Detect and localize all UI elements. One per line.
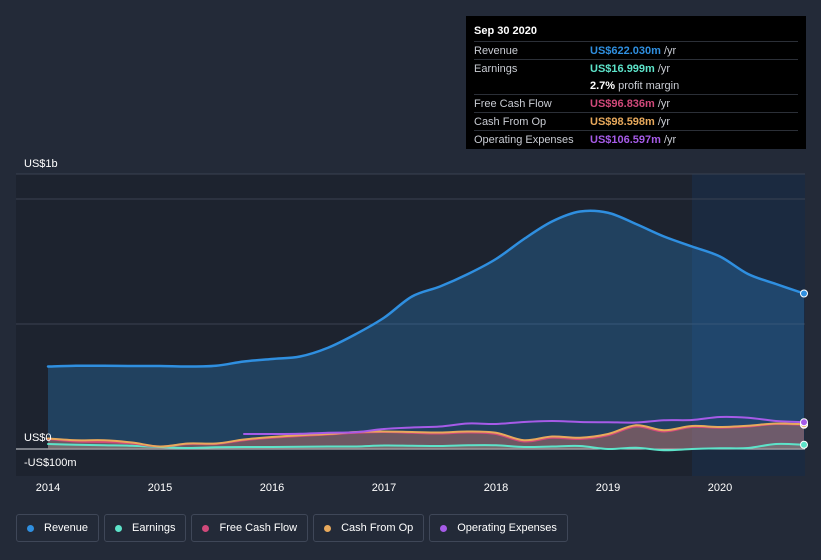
legend-label: Operating Expenses [457, 522, 557, 534]
tooltip-unit: /yr [664, 134, 676, 146]
end-marker-operating-expenses [801, 419, 808, 426]
tooltip-value: US$16.999m [590, 63, 655, 75]
x-tick-label: 2020 [708, 482, 732, 494]
tooltip-row-revenue: Revenue US$622.030m /yr [474, 41, 798, 59]
end-marker-revenue [801, 290, 808, 297]
legend-label: Cash From Op [341, 522, 413, 534]
y-label-bottom: -US$100m [24, 457, 77, 469]
legend-item-revenue[interactable]: Revenue [16, 514, 99, 542]
tooltip-unit: /yr [664, 45, 676, 57]
tooltip-label: Revenue [474, 45, 590, 57]
tooltip-unit: /yr [658, 63, 670, 75]
legend-dot-icon [27, 525, 34, 532]
legend-dot-icon [202, 525, 209, 532]
tooltip-label: Operating Expenses [474, 134, 590, 146]
x-tick-label: 2016 [260, 482, 284, 494]
tooltip-row-profit-margin: 2.7% profit margin [474, 77, 798, 94]
tooltip-value: US$622.030m [590, 45, 661, 57]
tooltip-value: 2.7% [590, 80, 615, 92]
legend-dot-icon [324, 525, 331, 532]
y-label-zero: US$0 [24, 432, 52, 444]
tooltip-date: Sep 30 2020 [474, 24, 798, 38]
legend-item-cash-from-op[interactable]: Cash From Op [313, 514, 424, 542]
tooltip-label: Cash From Op [474, 116, 590, 128]
legend-label: Earnings [132, 522, 175, 534]
tooltip-unit: /yr [658, 98, 670, 110]
tooltip-label: Free Cash Flow [474, 98, 590, 110]
tooltip-unit: profit margin [618, 80, 679, 92]
legend-label: Revenue [44, 522, 88, 534]
end-marker-earnings [801, 441, 808, 448]
tooltip-row-cash-from-op: Cash From Op US$98.598m /yr [474, 112, 798, 130]
x-tick-label: 2017 [372, 482, 396, 494]
tooltip-row-free-cash-flow: Free Cash Flow US$96.836m /yr [474, 94, 798, 112]
x-tick-label: 2015 [148, 482, 172, 494]
legend: Revenue Earnings Free Cash Flow Cash Fro… [16, 514, 568, 542]
legend-item-earnings[interactable]: Earnings [104, 514, 186, 542]
legend-item-operating-expenses[interactable]: Operating Expenses [429, 514, 568, 542]
x-tick-label: 2018 [484, 482, 508, 494]
legend-item-free-cash-flow[interactable]: Free Cash Flow [191, 514, 308, 542]
tooltip: Sep 30 2020 Revenue US$622.030m /yr Earn… [466, 16, 806, 149]
legend-dot-icon [115, 525, 122, 532]
x-axis-ticks: 2014 2015 2016 2017 2018 2019 2020 [36, 482, 732, 494]
tooltip-unit: /yr [658, 116, 670, 128]
tooltip-value: US$98.598m [590, 116, 655, 128]
x-tick-label: 2014 [36, 482, 60, 494]
tooltip-value: US$106.597m [590, 134, 661, 146]
x-tick-label: 2019 [596, 482, 620, 494]
y-label-top: US$1b [24, 158, 58, 170]
tooltip-value: US$96.836m [590, 98, 655, 110]
legend-label: Free Cash Flow [219, 522, 297, 534]
legend-dot-icon [440, 525, 447, 532]
tooltip-row-operating-expenses: Operating Expenses US$106.597m /yr [474, 130, 798, 148]
tooltip-row-earnings: Earnings US$16.999m /yr [474, 59, 798, 77]
tooltip-label: Earnings [474, 63, 590, 75]
